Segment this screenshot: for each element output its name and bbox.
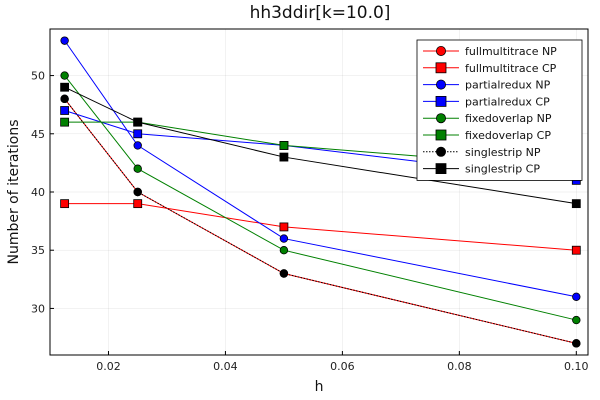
legend-item: fixedoverlap NP [423, 112, 552, 125]
series-line [64, 98, 577, 344]
legend-label: fixedoverlap CP [465, 129, 551, 142]
data-point [279, 234, 289, 243]
y-tick-label: 50 [31, 70, 45, 83]
data-point [133, 164, 142, 173]
data-point [60, 82, 70, 92]
y-tick-label: 35 [31, 244, 45, 257]
series-partialredux-np [60, 36, 581, 301]
x-tick-label: 0.10 [564, 360, 589, 373]
legend-item: singlestrip NP [423, 146, 541, 159]
y-axis-label: Number of iterations [6, 119, 22, 264]
series-line [64, 203, 577, 251]
y-axis: 30 35 40 45 50 [31, 70, 54, 315]
legend-marker [435, 163, 447, 175]
data-point [133, 141, 142, 150]
x-tick-label: 0.08 [447, 360, 472, 373]
data-point [133, 187, 142, 197]
data-point [60, 94, 69, 104]
legend-marker [435, 96, 447, 107]
data-point [133, 199, 143, 209]
legend-marker [435, 79, 446, 90]
data-point [60, 36, 69, 45]
x-axis-label: h [315, 379, 324, 395]
legend-marker [435, 146, 446, 157]
legend-marker [435, 113, 446, 124]
data-point [60, 71, 69, 80]
x-tick-label: 0.06 [330, 360, 355, 373]
data-point [571, 245, 581, 255]
legend-item: singlestrip CP [423, 163, 540, 176]
chart-title: hh3ddir[k=10.0] [250, 3, 391, 23]
legend-item: fullmultitrace CP [423, 62, 557, 75]
legend-item: fullmultitrace NP [423, 45, 557, 58]
data-point [279, 222, 289, 232]
legend-marker [435, 46, 446, 57]
series-singlestrip-np [60, 94, 581, 348]
legend-label: singlestrip NP [465, 146, 541, 159]
data-point [572, 339, 581, 348]
legend-marker [435, 129, 447, 141]
y-tick-label: 45 [31, 128, 45, 141]
legend-item: fixedoverlap CP [423, 129, 551, 142]
legend: fullmultitrace NP fullmultitrace CP partia… [416, 39, 583, 181]
data-point [572, 315, 581, 325]
legend-marker [435, 62, 447, 74]
legend-item: partialredux NP [423, 79, 551, 92]
data-point [133, 117, 143, 127]
legend-item: partialredux CP [423, 95, 550, 108]
data-point [60, 106, 70, 115]
x-tick-label: 0.02 [96, 360, 121, 373]
data-point [279, 152, 289, 162]
data-point [133, 129, 143, 139]
data-point [572, 292, 581, 301]
data-point [279, 246, 289, 255]
data-point [571, 199, 581, 209]
x-tick-label: 0.04 [213, 360, 238, 373]
series-line [64, 40, 577, 298]
y-tick-label: 30 [31, 302, 45, 315]
data-point [60, 117, 70, 127]
legend-label: partialredux NP [465, 79, 551, 92]
data-point [279, 141, 289, 150]
legend-label: fullmultitrace CP [465, 62, 557, 75]
legend-label: singlestrip CP [465, 163, 540, 176]
legend-label: partialredux CP [465, 95, 550, 108]
legend-label: fixedoverlap NP [465, 112, 552, 125]
series-fullmultitrace-cp [60, 199, 581, 255]
legend-label: fullmultitrace NP [465, 45, 557, 58]
data-point [60, 199, 70, 209]
series-layer [60, 36, 581, 348]
x-axis: 0.02 0.04 0.06 0.08 0.10 [96, 351, 589, 373]
y-tick-label: 40 [31, 186, 45, 199]
data-point [279, 269, 289, 278]
